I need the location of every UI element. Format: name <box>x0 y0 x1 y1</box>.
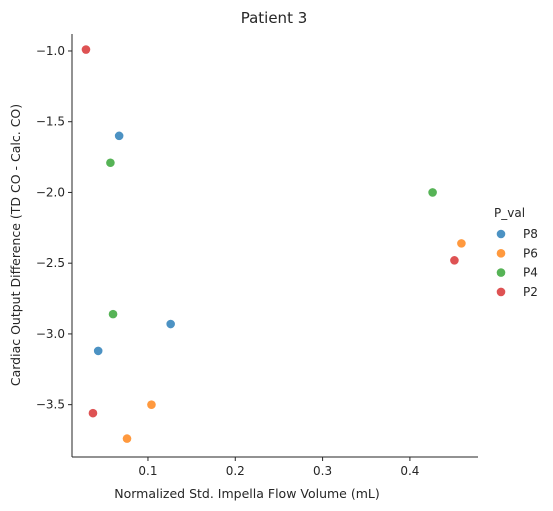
data-point-p2 <box>88 408 98 418</box>
y-tick-label: −2.0 <box>36 185 65 199</box>
data-point-p4 <box>428 188 437 197</box>
x-tick-label: 0.3 <box>313 464 332 478</box>
legend-marker-p6 <box>496 249 506 258</box>
y-tick-label: −3.0 <box>36 327 65 341</box>
legend-items: P8 P6 P4 P2 <box>496 227 538 299</box>
legend-title: P_val <box>494 206 525 220</box>
data-point-p8 <box>166 319 175 329</box>
data-point-p2 <box>81 45 91 54</box>
x-ticks: 0.1 0.2 0.3 0.4 <box>138 457 419 478</box>
legend-label-p4: P4 <box>523 266 538 280</box>
legend-label-p2: P2 <box>523 285 538 299</box>
x-tick-label: 0.4 <box>400 464 419 478</box>
legend-marker-p2 <box>496 287 506 297</box>
x-tick-label: 0.2 <box>226 464 245 478</box>
y-ticks: −1.0 −1.5 −2.0 −2.5 −3.0 −3.5 <box>36 44 72 412</box>
legend-marker-p4 <box>496 268 506 277</box>
data-point-p6 <box>457 239 466 248</box>
y-tick-label: −1.0 <box>36 44 65 58</box>
data-point-p6 <box>122 434 132 443</box>
data-point-p4 <box>106 158 115 168</box>
x-tick-label: 0.1 <box>138 464 157 478</box>
data-point-p8 <box>114 131 124 141</box>
y-tick-label: −3.5 <box>36 398 65 412</box>
axes <box>71 34 478 458</box>
data-points <box>81 45 466 443</box>
data-point-p6 <box>147 400 156 409</box>
x-axis-label: Normalized Std. Impella Flow Volume (mL) <box>114 486 380 501</box>
y-tick-label: −1.5 <box>36 115 65 129</box>
data-point-p4 <box>108 309 118 319</box>
legend-label-p8: P8 <box>523 227 538 241</box>
y-tick-label: −2.5 <box>36 256 65 270</box>
legend-marker-p8 <box>496 229 506 239</box>
legend-label-p6: P6 <box>523 246 538 260</box>
legend: P_val P8 P6 P4 P2 <box>494 206 538 299</box>
y-axis-label: Cardiac Output Difference (TD CO - Calc.… <box>8 104 23 386</box>
chart-title: Patient 3 <box>241 9 308 27</box>
data-point-p2 <box>450 256 459 265</box>
data-point-p8 <box>93 346 103 356</box>
